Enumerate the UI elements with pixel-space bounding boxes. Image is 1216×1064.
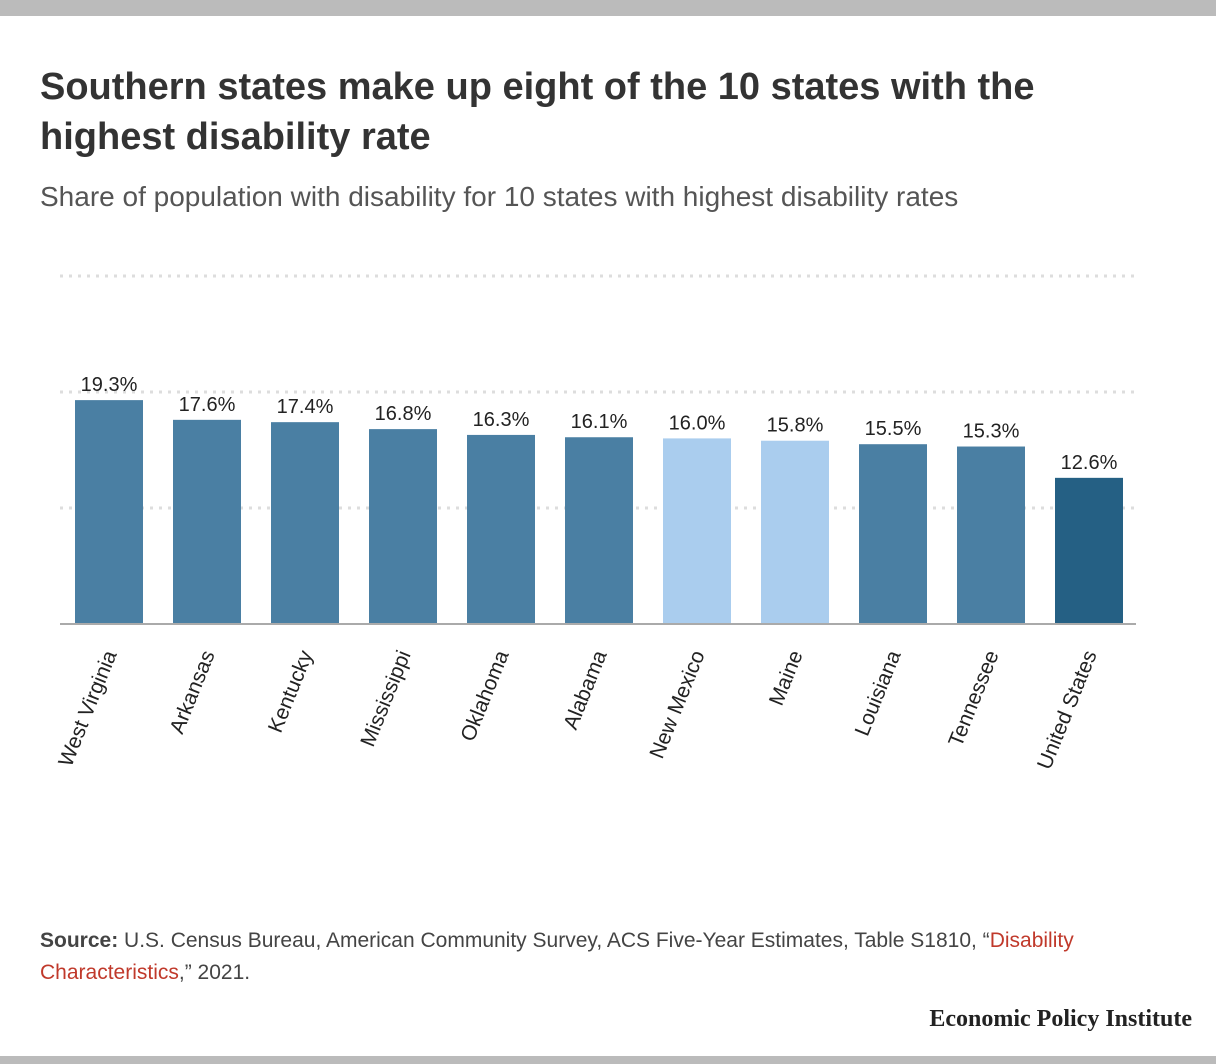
bar-louisiana (859, 444, 927, 624)
bar-chart: 19.3% 17.6% 17.4% 16.8% 16.3% 16.1% 16.0% 15.8%… (54, 274, 1136, 773)
bar-arkansas (173, 419, 241, 624)
x-tick-labels: West Virginia Arkansas Kentucky Mississippi… (54, 647, 1101, 773)
value-label: 12.6% (1061, 452, 1118, 474)
bar-kentucky (271, 422, 339, 624)
x-tick-label: Oklahoma (456, 647, 513, 745)
brand-logo: Economic Policy Institute (929, 1006, 1192, 1032)
source-note: Source: U.S. Census Bureau, American Com… (40, 925, 1180, 989)
x-tick-label: West Virginia (54, 647, 122, 770)
value-label: 16.8% (375, 403, 432, 425)
x-tick-label: Tennessee (944, 647, 1003, 750)
chart-subtitle: Share of population with disability for … (40, 181, 959, 212)
x-tick-label: Arkansas (166, 647, 220, 737)
source-text: U.S. Census Bureau, American Community S… (118, 929, 990, 952)
bar-united-states (1055, 477, 1123, 624)
bar-oklahoma (467, 434, 535, 624)
value-labels: 19.3% 17.6% 17.4% 16.8% 16.3% 16.1% 16.0% 15.8%… (81, 374, 1118, 474)
x-tick-label: Kentucky (264, 647, 318, 736)
source-label: Source: (40, 929, 119, 952)
bar-maine (761, 440, 829, 624)
bar-mississippi (369, 429, 437, 624)
x-tick-label: Mississippi (356, 647, 415, 750)
value-label: 15.5% (865, 418, 922, 440)
value-label: 16.0% (669, 412, 726, 434)
x-tick-label: Maine (765, 647, 808, 709)
top-rule (0, 0, 1216, 16)
x-tick-label: Alabama (559, 647, 611, 733)
source-link[interactable]: Disability Characteristics (40, 929, 1074, 984)
value-label: 15.8% (767, 415, 824, 437)
bars (75, 400, 1123, 624)
value-label: 17.6% (179, 394, 236, 416)
bar-alabama (565, 437, 633, 624)
x-tick-label: United States (1033, 647, 1102, 773)
bar-tennessee (957, 446, 1025, 624)
value-label: 16.1% (571, 411, 628, 433)
source-text-end: ,” 2021. (178, 961, 251, 984)
x-tick-label: Louisiana (851, 647, 906, 739)
value-label: 17.4% (277, 396, 334, 418)
x-tick-label: New Mexico (645, 647, 709, 762)
chart-title: Southern states make up eight of the 10 … (40, 66, 1035, 158)
bottom-rule (0, 1056, 1216, 1064)
bar-west-virginia (75, 400, 143, 624)
value-label: 19.3% (81, 374, 138, 396)
value-label: 16.3% (473, 409, 530, 431)
value-label: 15.3% (963, 421, 1020, 443)
bar-new-mexico (663, 438, 731, 624)
